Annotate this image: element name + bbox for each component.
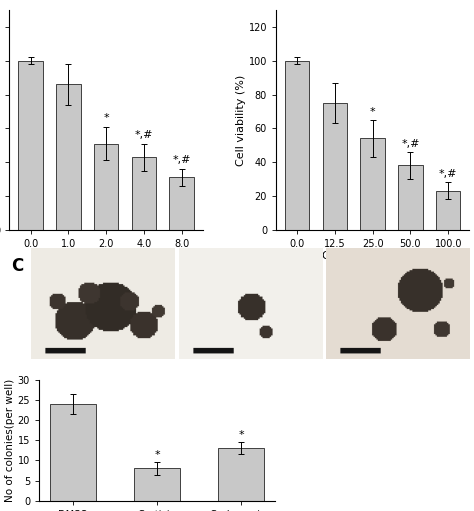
Bar [398,166,423,229]
Bar [218,448,264,501]
Bar [285,61,310,229]
Y-axis label: No of colonies(per well): No of colonies(per well) [5,379,15,502]
Y-axis label: Cell viability (%): Cell viability (%) [236,74,246,166]
Text: *,#: *,# [401,138,419,149]
Text: *,#: *,# [173,155,191,166]
Text: C: C [11,258,23,275]
Bar [169,177,194,229]
Bar [56,84,81,229]
X-axis label: Cyclopamine (μM): Cyclopamine (μM) [322,251,423,262]
Bar [134,469,180,501]
Bar [132,157,156,229]
Text: *: * [103,113,109,123]
Bar [18,61,43,229]
Bar [436,191,460,229]
X-axis label: Casticin (μM): Casticin (μM) [70,251,143,262]
Text: *: * [154,450,160,460]
Bar [360,138,385,229]
Bar [94,144,118,229]
Text: *,#: *,# [439,169,457,179]
Text: *: * [238,430,244,440]
Text: *: * [370,106,375,117]
Bar [50,404,96,501]
Text: B: B [237,0,250,3]
Bar [323,103,347,229]
Text: *,#: *,# [135,130,153,140]
